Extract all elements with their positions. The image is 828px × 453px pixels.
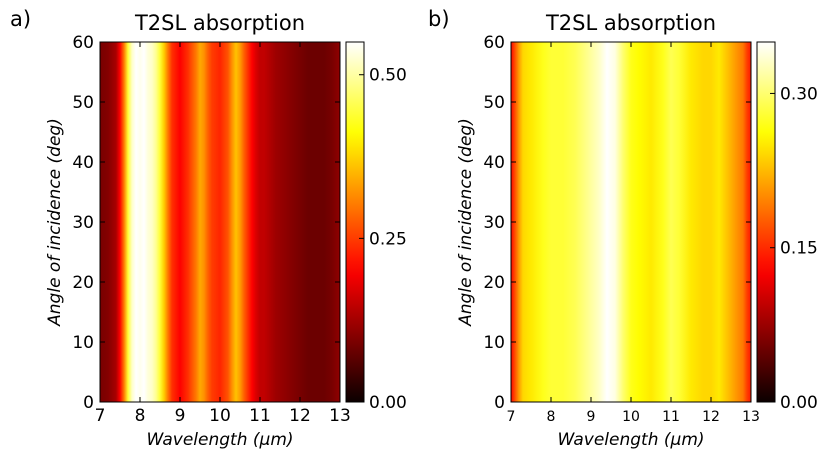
panel-b-xlabel: Wavelength (μm) — [557, 430, 704, 450]
panel-a-colorbar-frame — [345, 41, 365, 403]
panel-b-label: b) — [428, 7, 450, 31]
panel-a-colorbar-tick-label: 0.25 — [369, 229, 407, 249]
panel-b-xtick-label: 9 — [587, 409, 596, 425]
panel-a-ytick-label: 10 — [72, 333, 94, 353]
panel-b-ytick-label: 60 — [483, 33, 505, 53]
panel-b-xtick-label: 13 — [742, 409, 760, 425]
panel-b-xtick-label: 8 — [547, 409, 556, 425]
panel-a-xtick-label: 11 — [249, 406, 271, 426]
panel-a-ytick-label: 0 — [83, 393, 94, 413]
panel-a-xtick-label: 9 — [175, 406, 186, 426]
panel-b: b) T2SL absorption 7 8 9 10 11 12 13 0 10 20 30 40 5… — [428, 7, 818, 450]
panel-a-ytick-label: 20 — [72, 273, 94, 293]
panel-b-colorbar — [757, 42, 775, 402]
panel-a-xtick-label: 8 — [135, 406, 146, 426]
panel-a-ytick-label: 40 — [72, 153, 94, 173]
panel-a-colorbar — [346, 42, 364, 402]
panel-b-colorbar-tick-label: 0.30 — [780, 84, 818, 104]
panel-a-label: a) — [10, 7, 31, 31]
panel-b-ticks: 7 8 9 10 11 12 13 0 10 20 30 40 50 60 — [483, 33, 760, 425]
panel-b-ytick-label: 50 — [483, 93, 505, 113]
panel-a-ytick-label: 50 — [72, 93, 94, 113]
panel-a-ticks: 7 8 9 10 11 12 13 0 10 20 30 40 50 60 — [72, 33, 350, 426]
panel-a-ylabel: Angle of incidence (deg) — [45, 118, 65, 327]
panel-b-heatmap — [511, 42, 751, 402]
panel-b-ytick-label: 0 — [494, 393, 505, 413]
panel-a-colorbar-ticks: 0.00 0.25 0.50 — [359, 66, 407, 413]
panel-a-ytick-label: 30 — [72, 213, 94, 233]
panel-b-ytick-label: 30 — [483, 213, 505, 233]
panel-b-colorbar-tick-label: 0.15 — [780, 239, 818, 259]
panel-b-colorbar-tick-label: 0.00 — [780, 393, 818, 413]
panel-a-heatmap — [100, 42, 340, 402]
panel-b-xtick-label: 7 — [507, 409, 516, 425]
panel-b-ytick-label: 10 — [483, 333, 505, 353]
panel-b-ytick-label: 40 — [483, 153, 505, 173]
panel-a-xtick-label: 10 — [209, 406, 231, 426]
panel-a-colorbar-tick-label: 0.00 — [369, 393, 407, 413]
panel-b-ylabel: Angle of incidence (deg) — [456, 118, 476, 327]
panel-b-title: T2SL absorption — [545, 11, 716, 35]
panel-a-title: T2SL absorption — [134, 11, 305, 35]
panel-b-ytick-label: 20 — [483, 273, 505, 293]
panel-b-xtick-label: 12 — [702, 409, 720, 425]
panel-b-colorbar-frame — [756, 41, 776, 403]
panel-b-xtick-label: 10 — [622, 409, 640, 425]
panel-b-colorbar-ticks: 0.00 0.15 0.30 — [770, 84, 818, 413]
panel-a-colorbar-tick-label: 0.50 — [369, 66, 407, 86]
panel-a-xtick-label: 7 — [95, 406, 106, 426]
panel-a-xlabel: Wavelength (μm) — [146, 430, 293, 450]
panel-b-xtick-label: 11 — [662, 409, 680, 425]
panel-a-ytick-label: 60 — [72, 33, 94, 53]
panel-a: a) T2SL absorption 7 8 9 10 11 12 13 0 10 20 30 40 5… — [10, 7, 407, 450]
panel-a-xtick-label: 13 — [329, 406, 351, 426]
panel-a-xtick-label: 12 — [289, 406, 311, 426]
